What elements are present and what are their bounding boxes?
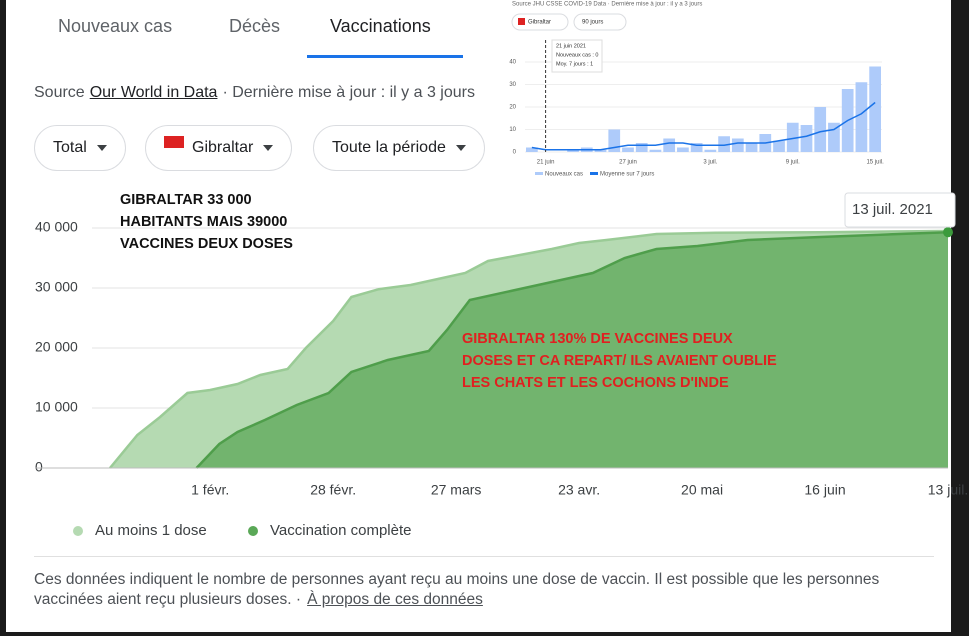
source-suffix: · Dernière mise à jour : il y a 3 jours	[222, 84, 475, 101]
filter-button[interactable]: Gibraltar	[145, 125, 293, 171]
tab[interactable]: Décès	[229, 16, 281, 36]
separator	[34, 556, 934, 557]
source-link[interactable]: Our World in Data	[89, 84, 218, 101]
flag-icon	[164, 136, 184, 156]
filter-label: Gibraltar	[192, 139, 254, 156]
footer: Ces données indiquent le nombre de perso…	[34, 570, 914, 610]
footer-link[interactable]: À propos de ces données	[307, 591, 483, 608]
tab[interactable]: Nouveaux cas	[58, 16, 173, 36]
tab-indicator	[307, 55, 463, 58]
source: Source Our World in Data · Dernière mise à…	[34, 84, 475, 102]
filter-button[interactable]: Toute la période	[313, 125, 485, 171]
source-prefix: Source	[34, 84, 85, 101]
footer-text: Ces données indiquent le nombre de perso…	[34, 571, 880, 608]
filter-label: Total	[53, 139, 87, 156]
filter-button[interactable]: Total	[34, 125, 126, 171]
tab[interactable]: Vaccinations	[330, 16, 431, 36]
filter-label: Toute la période	[332, 139, 446, 156]
